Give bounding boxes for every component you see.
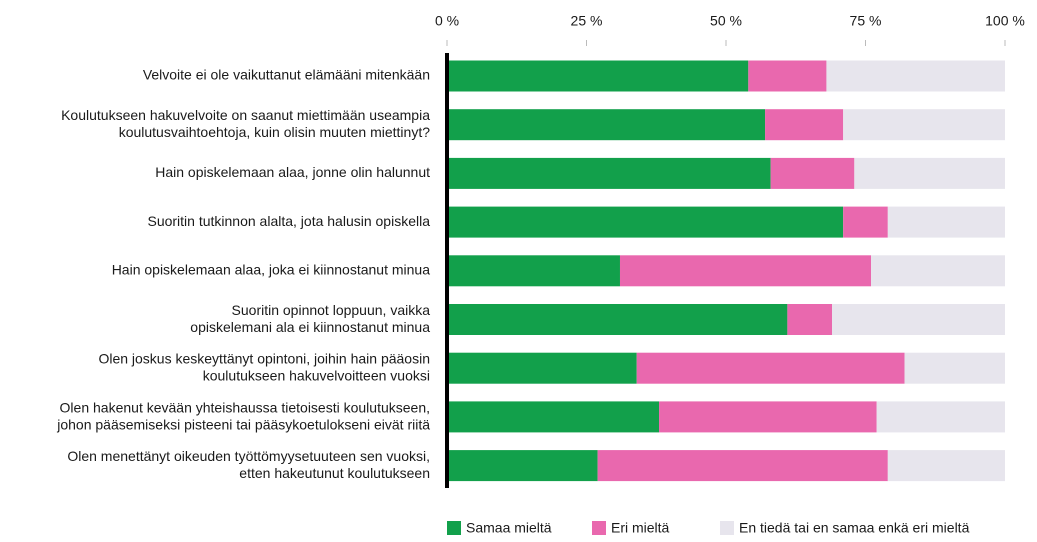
y-tick-label: Olen hakenut kevään yhteishaussa tietois… bbox=[56, 399, 430, 432]
bar-segment bbox=[447, 304, 788, 335]
bar-segment bbox=[843, 206, 888, 238]
bar-segment bbox=[447, 157, 771, 189]
legend-swatch bbox=[720, 521, 734, 535]
bar-segment bbox=[748, 60, 827, 92]
x-tick-label: 0 % bbox=[435, 13, 459, 29]
bar-segment bbox=[447, 60, 749, 92]
bar-segment bbox=[904, 352, 1005, 384]
legend-label: En tiedä tai en samaa enkä eri mieltä bbox=[739, 520, 970, 536]
bar-segment bbox=[447, 109, 766, 141]
bar-segment bbox=[787, 304, 833, 335]
y-tick-label: Suoritin tutkinnon alalta, jota halusin … bbox=[147, 213, 430, 229]
bar-segment bbox=[876, 401, 1005, 433]
y-tick-label: Velvoite ei ole vaikuttanut elämääni mit… bbox=[143, 67, 430, 83]
y-tick-label: Olen menettänyt oikeuden työttömyysetuut… bbox=[67, 448, 430, 481]
bar-segment bbox=[871, 255, 1005, 287]
bar-segment bbox=[887, 206, 1005, 238]
bar-segment bbox=[447, 450, 598, 482]
x-tick-label: 75 % bbox=[850, 13, 882, 29]
y-tick-label: Hain opiskelemaan alaa, joka ei kiinnost… bbox=[112, 262, 431, 278]
bar-segment bbox=[619, 255, 872, 287]
legend-label: Eri mieltä bbox=[611, 520, 670, 536]
y-tick-label: Hain opiskelemaan alaa, jonne olin halun… bbox=[155, 164, 430, 180]
x-tick-label: 50 % bbox=[710, 13, 742, 29]
bar-segment bbox=[447, 255, 620, 287]
bar-segment bbox=[826, 60, 1005, 92]
bar-segment bbox=[854, 157, 1005, 189]
bar-segment bbox=[597, 450, 888, 482]
bar-segment bbox=[636, 352, 905, 384]
y-tick-label: Suoritin opinnot loppuun, vaikka opiskele… bbox=[190, 302, 430, 335]
bar-segment bbox=[659, 401, 877, 433]
y-tick-label: Koulutukseen hakuvelvoite on saanut miet… bbox=[61, 107, 430, 140]
x-tick-label: 25 % bbox=[571, 13, 603, 29]
bar-segment bbox=[447, 206, 844, 238]
bar-segment bbox=[843, 109, 1005, 141]
legend-swatch bbox=[592, 521, 606, 535]
y-tick-label: Olen joskus keskeyttänyt opintoni, joihi… bbox=[98, 350, 430, 383]
bar-segment bbox=[832, 304, 1005, 335]
legend-label: Samaa mieltä bbox=[466, 520, 552, 536]
bar-segment bbox=[447, 352, 637, 384]
bar-segment bbox=[887, 450, 1005, 482]
x-tick-label: 100 % bbox=[985, 13, 1025, 29]
bar-segment bbox=[765, 109, 844, 141]
bar-segment bbox=[770, 157, 855, 189]
legend-swatch bbox=[447, 521, 461, 535]
bar-segment bbox=[447, 401, 660, 433]
